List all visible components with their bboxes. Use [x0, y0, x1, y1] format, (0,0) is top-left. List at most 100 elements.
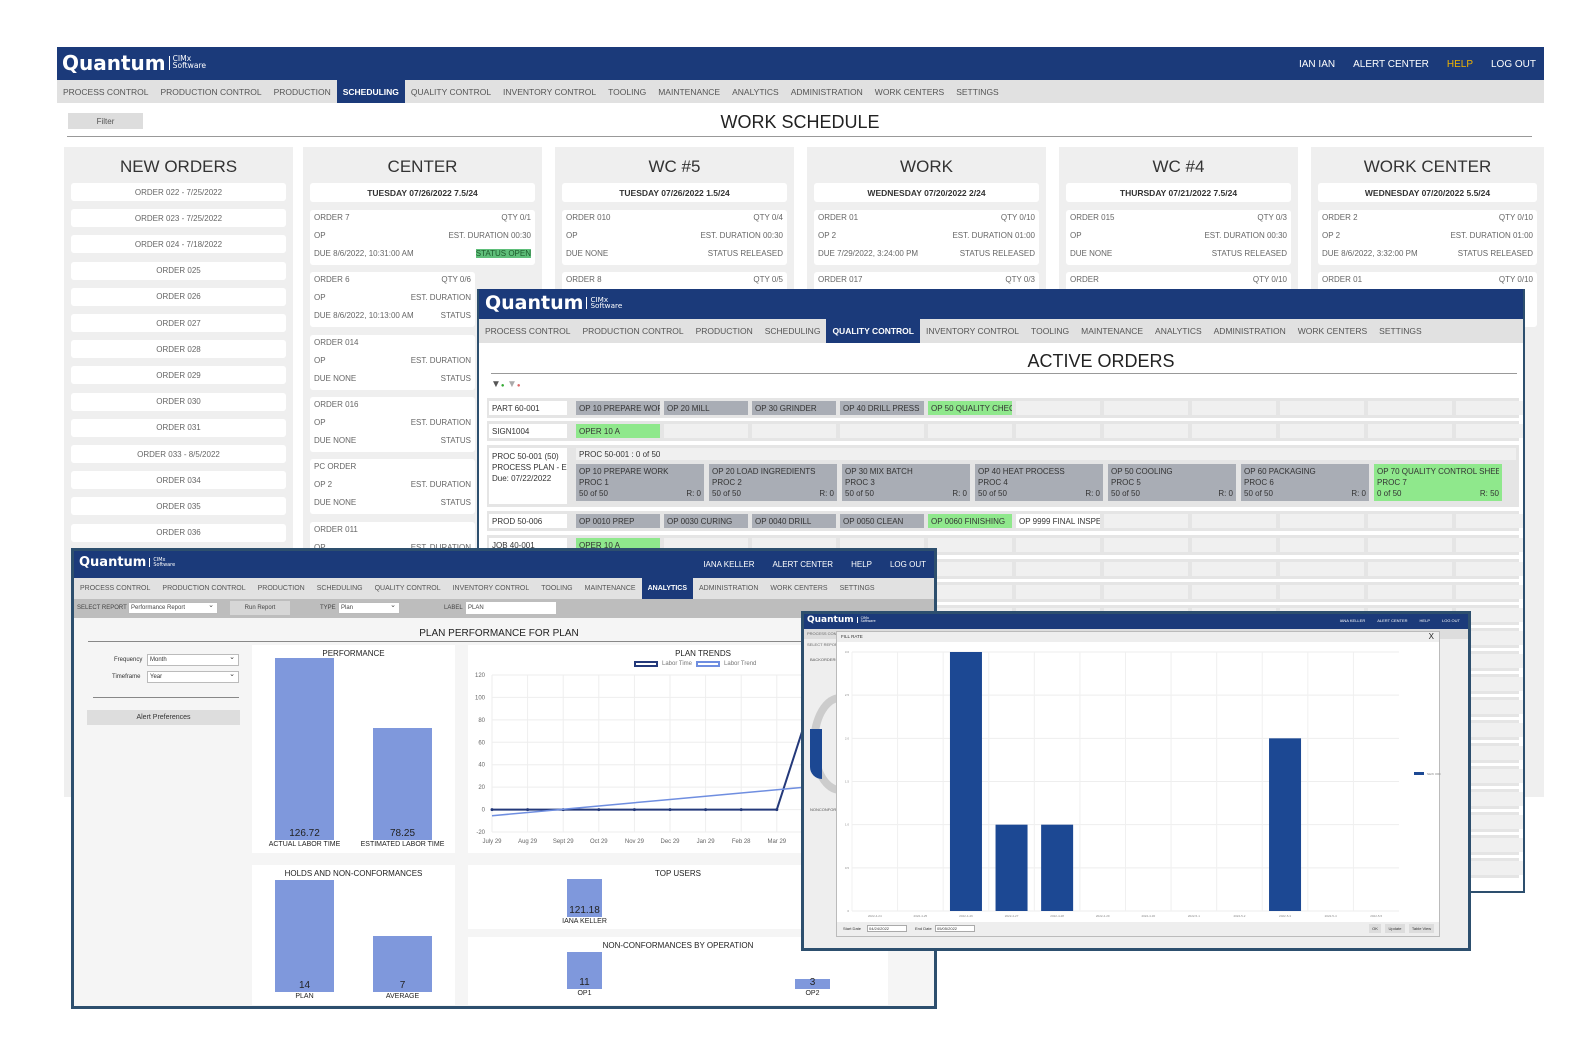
nav-scheduling[interactable]: SCHEDULING: [316, 585, 363, 592]
type-dropdown[interactable]: Plan: [338, 601, 400, 614]
new-order-item[interactable]: ORDER 026: [71, 287, 286, 306]
nav-administration[interactable]: ADMINISTRATION: [699, 585, 759, 592]
table-view-button[interactable]: Table View: [1409, 924, 1434, 933]
new-order-item[interactable]: ORDER 036: [71, 523, 286, 542]
new-order-item[interactable]: ORDER 029: [71, 366, 286, 385]
order-card[interactable]: ORDER 016 OP EST. DURATION DUE NONE STATUS: [310, 396, 475, 452]
nav-work-centers[interactable]: WORK CENTERS: [1297, 326, 1368, 336]
order-card[interactable]: ORDER 6 QTY 0/6 OP EST. DURATION DUE 8/6/202…: [310, 272, 475, 328]
nav-work-centers[interactable]: WORK CENTERS: [874, 86, 945, 97]
nav-administration[interactable]: ADMINISTRATION: [790, 86, 863, 97]
process-op-box[interactable]: OP 40 HEAT PROCESS PROC 4 50 of 50 R: 0: [975, 464, 1103, 501]
operation-cell[interactable]: OP 40 DRILL PRESS: [840, 401, 924, 415]
link-iana-keller[interactable]: IANA KELLER: [1339, 618, 1366, 623]
filter-add-icon[interactable]: ▼●: [491, 379, 505, 390]
operation-cell[interactable]: OP 9999 FINAL INSPE: [1016, 514, 1100, 528]
operation-cell[interactable]: OP 20 MILL: [664, 401, 748, 415]
operation-cell[interactable]: OP 0050 CLEAN: [840, 514, 924, 528]
nav-maintenance[interactable]: MAINTENANCE: [658, 86, 721, 97]
order-row[interactable]: PROD 50-006 OP 0010 PREP OP 0030 CURING OP …: [487, 511, 1523, 531]
nav-quality-control[interactable]: QUALITY CONTROL: [374, 585, 441, 592]
nav-tooling[interactable]: TOOLING: [541, 585, 573, 592]
order-card[interactable]: ORDER 2 QTY 0/10 OP 2 EST. DURATION 01:00 DU…: [1318, 210, 1537, 265]
nav-production-control[interactable]: PRODUCTION CONTROL: [162, 585, 246, 592]
end-date-input[interactable]: 05/05/2022: [935, 925, 975, 932]
expanded-order-row[interactable]: PROC 50-001 (50) PROCESS PLAN - E Due: 07/…: [487, 445, 1519, 507]
order-card[interactable]: ORDER 7 QTY 0/1 OP EST. DURATION 00:30 DUE 8…: [310, 210, 535, 265]
nav-scheduling[interactable]: SCHEDULING: [336, 80, 405, 103]
new-order-item[interactable]: ORDER 033 - 8/5/2022: [71, 445, 286, 463]
update-button[interactable]: Update: [1385, 924, 1405, 933]
new-order-item[interactable]: ORDER 027: [71, 314, 286, 332]
link-alert-center[interactable]: ALERT CENTER: [1377, 618, 1408, 623]
new-order-item[interactable]: ORDER 024 - 7/18/2022: [71, 235, 286, 254]
new-order-item[interactable]: ORDER 023 - 7/25/2022: [71, 209, 286, 228]
operation-cell[interactable]: OP 30 GRINDER: [752, 401, 836, 415]
process-op-box[interactable]: OP 70 QUALITY CONTROL SHEE PROC 7 0 of 50 R…: [1374, 464, 1502, 501]
nav-inventory-control[interactable]: INVENTORY CONTROL: [503, 86, 597, 97]
filter-clear-icon[interactable]: ▼●: [507, 379, 521, 390]
order-row[interactable]: PART 60-001 OP 10 PREPARE WOR OP 20 MILL OP…: [487, 398, 1523, 418]
nav-quality-control[interactable]: QUALITY CONTROL: [826, 319, 920, 343]
nav-process-control[interactable]: PROCESS CONTROL: [63, 86, 149, 97]
link-log-out[interactable]: LOG OUT: [1441, 618, 1460, 623]
nav-tooling[interactable]: TOOLING: [608, 86, 647, 97]
link-ian-ian[interactable]: IAN IAN: [1298, 59, 1336, 70]
nav-analytics[interactable]: ANALYTICS: [641, 578, 694, 599]
new-order-item[interactable]: ORDER 034: [71, 471, 286, 490]
nav-production[interactable]: PRODUCTION: [257, 585, 305, 592]
nav-settings[interactable]: SETTINGS: [1379, 326, 1422, 336]
nav-work-centers[interactable]: WORK CENTERS: [770, 585, 828, 592]
timeframe-dropdown[interactable]: Year: [147, 670, 239, 683]
operation-cell[interactable]: OP 50 QUALITY CHEC: [928, 401, 1012, 415]
link-help[interactable]: HELP: [1446, 59, 1473, 70]
link-iana-keller[interactable]: IANA KELLER: [703, 560, 755, 569]
nav-production[interactable]: PRODUCTION: [695, 326, 753, 336]
operation-cell[interactable]: OP 0060 FINISHING: [928, 514, 1012, 528]
process-op-box[interactable]: OP 50 COOLING PROC 5 50 of 50 R: 0: [1108, 464, 1236, 501]
new-order-item[interactable]: ORDER 022 - 7/25/2022: [71, 183, 286, 201]
nav-administration[interactable]: ADMINISTRATION: [1213, 326, 1286, 336]
order-card[interactable]: ORDER 010 QTY 0/4 OP EST. DURATION 00:30 DUE…: [562, 210, 787, 265]
new-order-item[interactable]: ORDER 030: [71, 392, 286, 411]
order-card[interactable]: ORDER 014 OP EST. DURATION DUE NONE STATUS: [310, 334, 475, 390]
process-op-box[interactable]: OP 60 PACKAGING PROC 6 50 of 50 R: 0: [1241, 464, 1369, 501]
process-op-box[interactable]: OP 20 LOAD INGREDIENTS PROC 2 50 of 50 R: 0: [709, 464, 837, 501]
nav-process-control[interactable]: PROCESS CONTROL: [485, 326, 571, 336]
process-op-box[interactable]: OP 30 MIX BATCH PROC 3 50 of 50 R: 0: [842, 464, 970, 501]
operation-cell[interactable]: OP 0010 PREP: [576, 514, 660, 528]
nav-quality-control[interactable]: QUALITY CONTROL: [410, 86, 492, 97]
new-order-item[interactable]: ORDER 035: [71, 497, 286, 516]
nav-inventory-control[interactable]: INVENTORY CONTROL: [452, 585, 530, 592]
operation-cell[interactable]: OP 10 PREPARE WOR: [576, 401, 660, 415]
run-report-button[interactable]: Run Report: [230, 601, 290, 615]
order-card[interactable]: ORDER 015 QTY 0/3 OP EST. DURATION 00:30 DUE…: [1066, 210, 1291, 265]
new-order-item[interactable]: ORDER 031: [71, 418, 286, 437]
link-log-out[interactable]: LOG OUT: [889, 560, 926, 569]
new-order-item[interactable]: ORDER 025: [71, 261, 286, 280]
link-log-out[interactable]: LOG OUT: [1490, 59, 1536, 70]
nav-production[interactable]: PRODUCTION: [273, 86, 331, 97]
label-input[interactable]: PLAN: [466, 602, 556, 614]
alert-preferences-button[interactable]: Alert Preferences: [87, 710, 240, 725]
new-order-item[interactable]: ORDER 028: [71, 340, 286, 359]
nav-settings[interactable]: SETTINGS: [956, 86, 999, 97]
nav-process-control[interactable]: PROCESS CONTROL: [80, 585, 151, 592]
process-op-box[interactable]: OP 10 PREPARE WORK PROC 1 50 of 50 R: 0: [576, 464, 704, 501]
link-alert-center[interactable]: ALERT CENTER: [1353, 59, 1429, 70]
filter-button[interactable]: Filter: [68, 113, 143, 129]
operation-cell[interactable]: OPER 10 A: [576, 424, 660, 438]
nav-maintenance[interactable]: MAINTENANCE: [1081, 326, 1144, 336]
ok-button[interactable]: OK: [1369, 924, 1381, 933]
order-card[interactable]: PC ORDER OP 2 EST. DURATION DUE NONE STATUS: [310, 459, 475, 515]
start-date-input[interactable]: 04/24/2022: [867, 925, 907, 932]
select-report-dropdown[interactable]: Performance Report: [128, 601, 218, 614]
order-card[interactable]: ORDER 01 QTY 0/10 OP 2 EST. DURATION 01:00 D…: [814, 210, 1039, 265]
nav-maintenance[interactable]: MAINTENANCE: [584, 585, 636, 592]
link-help[interactable]: HELP: [1419, 618, 1430, 623]
nav-scheduling[interactable]: SCHEDULING: [764, 326, 821, 336]
nav-tooling[interactable]: TOOLING: [1031, 326, 1070, 336]
frequency-dropdown[interactable]: Month: [147, 653, 239, 666]
link-alert-center[interactable]: ALERT CENTER: [772, 560, 834, 569]
nav-settings[interactable]: SETTINGS: [839, 585, 875, 592]
